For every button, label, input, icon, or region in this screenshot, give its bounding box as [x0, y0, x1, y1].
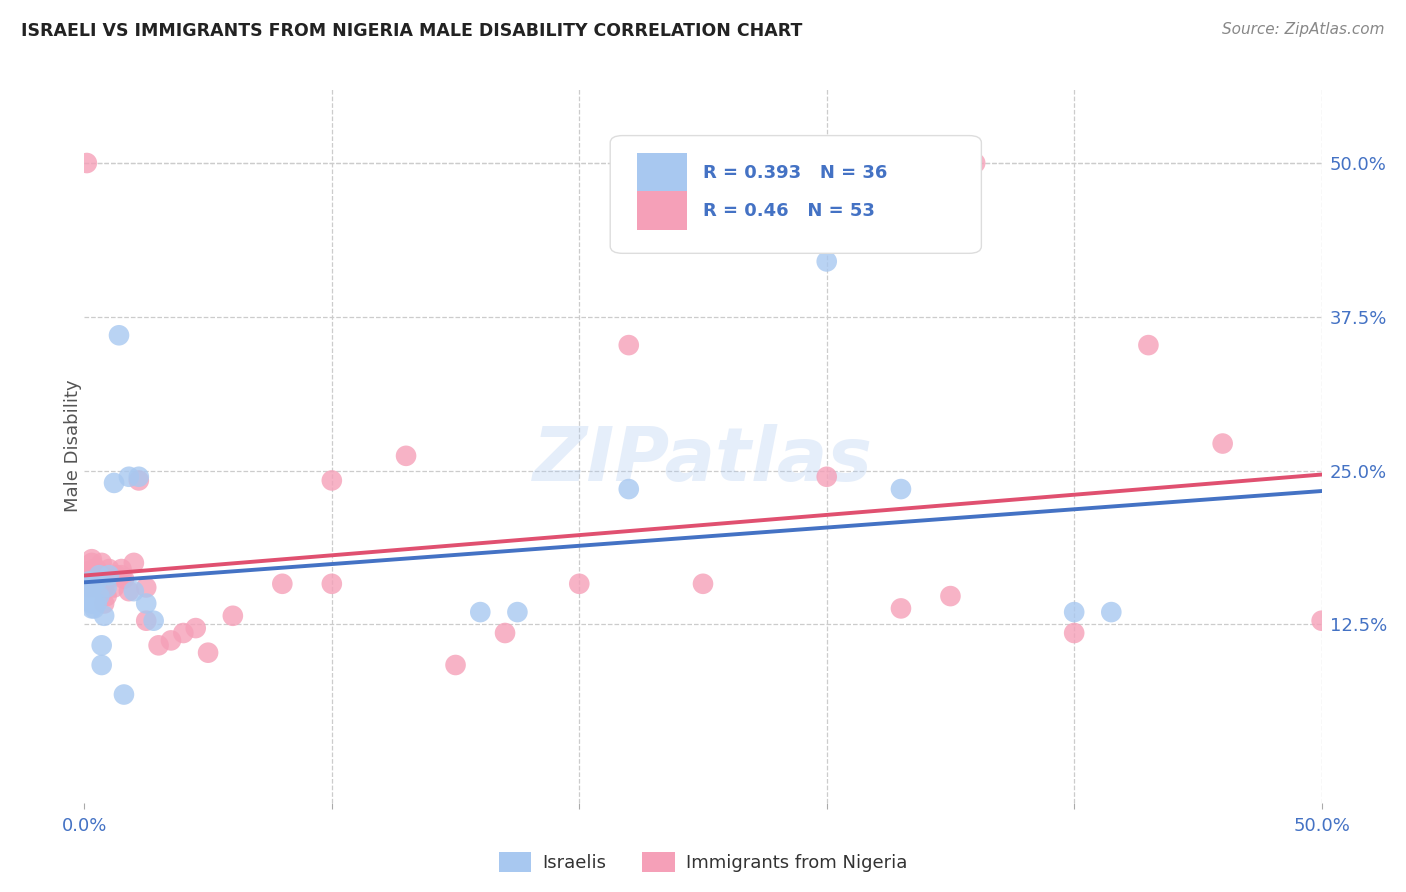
Point — [98, 572, 121, 586]
Point — [1099, 605, 1122, 619]
Point — [118, 469, 141, 483]
Point — [79, 584, 101, 599]
Point — [83, 597, 105, 611]
Point — [506, 605, 529, 619]
Legend: Israelis, Immigrants from Nigeria: Israelis, Immigrants from Nigeria — [492, 845, 914, 880]
Point — [148, 638, 170, 652]
Point — [98, 562, 121, 576]
FancyBboxPatch shape — [637, 191, 688, 230]
Point — [1212, 436, 1234, 450]
Point — [93, 608, 115, 623]
Point — [494, 626, 516, 640]
Point — [79, 574, 101, 589]
FancyBboxPatch shape — [610, 136, 981, 253]
Point — [815, 469, 838, 483]
Point — [83, 572, 105, 586]
Text: ZIPatlas: ZIPatlas — [533, 424, 873, 497]
Point — [89, 568, 111, 582]
Point — [222, 608, 245, 623]
Point — [80, 597, 103, 611]
Point — [890, 601, 912, 615]
Point — [122, 556, 145, 570]
Point — [79, 581, 101, 595]
Point — [112, 688, 135, 702]
Point — [135, 597, 157, 611]
Point — [271, 576, 294, 591]
Point — [692, 576, 714, 591]
Text: ISRAELI VS IMMIGRANTS FROM NIGERIA MALE DISABILITY CORRELATION CHART: ISRAELI VS IMMIGRANTS FROM NIGERIA MALE … — [21, 22, 803, 40]
Point — [395, 449, 418, 463]
Point — [90, 556, 112, 570]
Point — [103, 475, 125, 490]
Point — [76, 589, 98, 603]
Point — [135, 614, 157, 628]
Point — [96, 581, 118, 595]
Point — [110, 562, 132, 576]
Point — [1310, 614, 1333, 628]
Point — [83, 562, 105, 576]
Point — [80, 581, 103, 595]
Point — [86, 562, 108, 576]
Point — [1063, 605, 1085, 619]
Point — [122, 584, 145, 599]
Point — [98, 568, 121, 582]
Point — [128, 474, 150, 488]
Point — [890, 482, 912, 496]
Point — [118, 584, 141, 599]
Point — [89, 589, 111, 603]
Point — [86, 574, 108, 589]
Point — [470, 605, 492, 619]
Point — [83, 601, 105, 615]
Point — [76, 584, 98, 599]
Point — [96, 589, 118, 603]
Point — [79, 568, 101, 582]
Point — [79, 589, 101, 603]
Point — [135, 581, 157, 595]
Point — [110, 568, 132, 582]
Point — [617, 338, 640, 352]
Point — [105, 568, 128, 582]
Point — [76, 581, 98, 595]
Point — [86, 581, 108, 595]
Point — [112, 572, 135, 586]
Point — [965, 156, 987, 170]
Point — [321, 474, 343, 488]
Point — [93, 597, 115, 611]
Text: Source: ZipAtlas.com: Source: ZipAtlas.com — [1222, 22, 1385, 37]
Point — [1063, 626, 1085, 640]
Point — [568, 576, 591, 591]
Point — [197, 646, 219, 660]
Point — [617, 482, 640, 496]
Text: R = 0.393   N = 36: R = 0.393 N = 36 — [703, 164, 887, 182]
Point — [76, 156, 98, 170]
Point — [321, 576, 343, 591]
Point — [89, 572, 111, 586]
Point — [128, 469, 150, 483]
Point — [815, 254, 838, 268]
Point — [160, 633, 183, 648]
Point — [80, 552, 103, 566]
Point — [108, 328, 131, 343]
Point — [79, 576, 101, 591]
Point — [142, 614, 165, 628]
Point — [76, 565, 98, 579]
Point — [90, 658, 112, 673]
Point — [103, 581, 125, 595]
Point — [80, 601, 103, 615]
Point — [172, 626, 194, 640]
Point — [80, 556, 103, 570]
Point — [76, 574, 98, 589]
Point — [184, 621, 207, 635]
Text: R = 0.46   N = 53: R = 0.46 N = 53 — [703, 202, 875, 219]
Point — [939, 589, 962, 603]
Point — [90, 568, 112, 582]
FancyBboxPatch shape — [637, 153, 688, 193]
Point — [93, 581, 115, 595]
Y-axis label: Male Disability: Male Disability — [65, 380, 82, 512]
Point — [80, 568, 103, 582]
Point — [444, 658, 467, 673]
Point — [1137, 338, 1160, 352]
Point — [86, 597, 108, 611]
Point — [90, 638, 112, 652]
